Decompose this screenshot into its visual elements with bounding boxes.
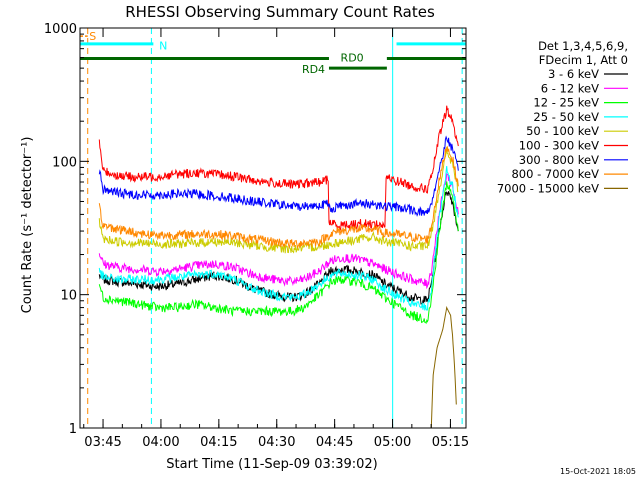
y-tick-label-3: 1000 (44, 22, 77, 37)
legend-label-7: 800 - 7000 keV (511, 167, 599, 181)
x-tick-label-3: 04:30 (258, 435, 295, 450)
y-axis-label: Count Rate (s⁻¹ detector⁻¹) (20, 137, 35, 314)
plot-frame (79, 27, 467, 429)
annotation-s-0: S (89, 30, 96, 43)
y-tick-label-1: 10 (60, 289, 77, 304)
series-line-7 (98, 146, 459, 250)
series-line-8 (430, 305, 457, 429)
annotation-rd4-3: RD4 (302, 63, 325, 76)
x-tick-label-0: 03:45 (84, 435, 121, 450)
legend-label-5: 100 - 300 keV (519, 139, 599, 153)
series-line-1 (98, 172, 459, 290)
axes: 03:45 04:00 04:15 04:30 04:45 05:00 05:15 1 10 10… (44, 22, 469, 450)
footer-timestamp: 15-Oct-2021 18:05 (560, 467, 636, 476)
legend-label-6: 300 - 800 keV (519, 153, 599, 167)
legend-label-4: 50 - 100 keV (526, 124, 599, 138)
x-tick-label-4: 04:45 (316, 435, 353, 450)
legend-label-1: 6 - 12 keV (541, 81, 599, 95)
series-line-0 (98, 191, 459, 305)
x-tick-label-6: 05:15 (432, 435, 469, 450)
legend-label-2: 12 - 25 keV (533, 96, 599, 110)
series-line-5 (98, 105, 459, 232)
plot-area: S N RD0 RD4 (79, 28, 466, 429)
legend-header-1: FDecim 1, Att 0 (539, 53, 628, 67)
annotation-rd0-2: RD0 (341, 52, 364, 65)
legend-label-0: 3 - 6 keV (548, 67, 599, 81)
y-tick-label-2: 100 (52, 155, 77, 170)
legend-label-3: 25 - 50 keV (533, 110, 599, 124)
series-line-6 (98, 135, 459, 217)
x-axis-label: Start Time (11-Sep-09 03:39:02) (166, 457, 377, 472)
series-line-2 (98, 181, 459, 325)
series-line-3 (98, 166, 459, 311)
x-tick-label-5: 05:00 (374, 435, 411, 450)
series-line-4 (98, 146, 459, 254)
x-tick-label-1: 04:00 (142, 435, 179, 450)
legend-label-8: 7000 - 15000 keV (497, 181, 599, 195)
y-tick-label-0: 1 (69, 422, 77, 437)
x-tick-label-2: 04:15 (200, 435, 237, 450)
legend-header-0: Det 1,3,4,5,6,9, (538, 39, 628, 53)
chart-title: RHESSI Observing Summary Count Rates (125, 3, 435, 21)
legend: Det 1,3,4,5,6,9,FDecim 1, Att 03 - 6 keV… (497, 39, 628, 195)
annotation-n-1: N (159, 39, 167, 52)
